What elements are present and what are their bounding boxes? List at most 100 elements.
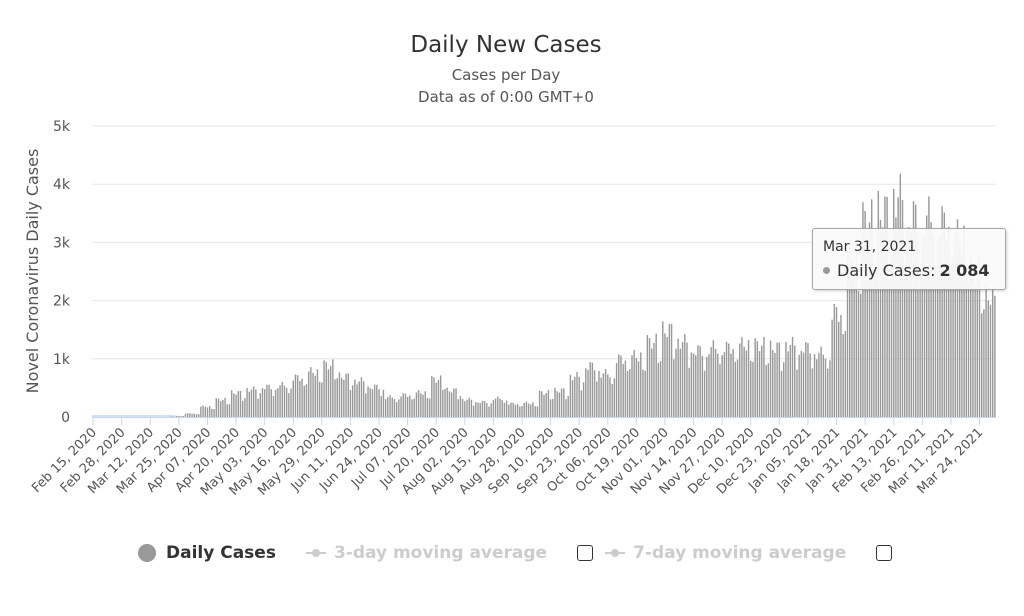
bar[interactable] bbox=[818, 352, 820, 417]
bar[interactable] bbox=[893, 188, 895, 417]
bar[interactable] bbox=[888, 280, 891, 417]
bar[interactable] bbox=[367, 386, 369, 417]
bar[interactable] bbox=[600, 377, 602, 417]
bar[interactable] bbox=[774, 352, 776, 417]
bar[interactable] bbox=[961, 252, 963, 417]
bar[interactable] bbox=[842, 334, 844, 417]
bar[interactable] bbox=[969, 258, 972, 417]
bar[interactable] bbox=[481, 400, 484, 417]
bar[interactable] bbox=[486, 403, 488, 417]
bar[interactable] bbox=[389, 395, 391, 417]
bar[interactable] bbox=[730, 353, 732, 417]
bar[interactable] bbox=[728, 343, 730, 417]
bar[interactable] bbox=[461, 398, 464, 417]
bar[interactable] bbox=[620, 355, 622, 417]
bar[interactable] bbox=[332, 359, 334, 417]
legend-item-7-day-average[interactable]: 7-day moving average bbox=[605, 543, 846, 563]
bar[interactable] bbox=[204, 406, 206, 417]
bar[interactable] bbox=[193, 413, 195, 417]
bar[interactable] bbox=[439, 375, 442, 417]
bar[interactable] bbox=[692, 353, 695, 417]
bar[interactable] bbox=[404, 393, 407, 417]
bar[interactable] bbox=[424, 391, 426, 417]
bar[interactable] bbox=[178, 415, 180, 417]
bar[interactable] bbox=[340, 377, 343, 417]
bar[interactable] bbox=[446, 387, 448, 417]
bar[interactable] bbox=[644, 370, 646, 417]
bar[interactable] bbox=[488, 406, 490, 417]
bar[interactable] bbox=[563, 388, 565, 417]
bar[interactable] bbox=[442, 389, 444, 417]
bar[interactable] bbox=[789, 344, 792, 417]
bar[interactable] bbox=[195, 414, 198, 417]
bar[interactable] bbox=[717, 353, 719, 417]
bar[interactable] bbox=[846, 252, 849, 417]
bar[interactable] bbox=[862, 202, 864, 417]
bar[interactable] bbox=[219, 401, 222, 417]
bar[interactable] bbox=[811, 368, 814, 417]
bar[interactable] bbox=[688, 367, 690, 417]
bar[interactable] bbox=[952, 257, 954, 417]
bar[interactable] bbox=[512, 402, 514, 417]
bar[interactable] bbox=[710, 347, 712, 417]
bar[interactable] bbox=[420, 393, 422, 417]
bar[interactable] bbox=[580, 390, 583, 417]
bar[interactable] bbox=[184, 413, 187, 417]
bar[interactable] bbox=[864, 210, 866, 417]
bar[interactable] bbox=[266, 384, 268, 417]
bar[interactable] bbox=[840, 314, 842, 417]
bar[interactable] bbox=[833, 303, 836, 417]
bar[interactable] bbox=[917, 234, 919, 417]
bar[interactable] bbox=[754, 338, 756, 417]
bar[interactable] bbox=[662, 321, 664, 417]
bar[interactable] bbox=[745, 350, 748, 417]
bar[interactable] bbox=[776, 342, 778, 417]
bar[interactable] bbox=[413, 398, 415, 417]
bar[interactable] bbox=[796, 369, 798, 417]
bar[interactable] bbox=[277, 388, 279, 417]
bar[interactable] bbox=[197, 414, 200, 417]
bar[interactable] bbox=[866, 238, 869, 417]
bar[interactable] bbox=[261, 388, 264, 417]
bar[interactable] bbox=[928, 196, 930, 417]
bar[interactable] bbox=[602, 373, 605, 417]
bar[interactable] bbox=[296, 375, 299, 417]
bar[interactable] bbox=[356, 384, 358, 417]
bar[interactable] bbox=[263, 389, 266, 417]
bar[interactable] bbox=[987, 300, 990, 417]
bar[interactable] bbox=[829, 360, 831, 417]
bar[interactable] bbox=[508, 404, 510, 417]
bar[interactable] bbox=[175, 415, 178, 417]
bar[interactable] bbox=[310, 367, 312, 417]
bar[interactable] bbox=[549, 399, 552, 417]
bar[interactable] bbox=[543, 394, 545, 417]
bar[interactable] bbox=[785, 341, 787, 417]
bar[interactable] bbox=[224, 397, 226, 417]
bar[interactable] bbox=[591, 362, 594, 417]
bar[interactable] bbox=[402, 393, 404, 417]
bar[interactable] bbox=[510, 402, 512, 417]
bar[interactable] bbox=[653, 342, 655, 417]
bar[interactable] bbox=[798, 354, 800, 417]
bar[interactable] bbox=[648, 338, 651, 417]
bar[interactable] bbox=[767, 363, 770, 417]
bar[interactable] bbox=[541, 391, 543, 417]
bar[interactable] bbox=[820, 346, 822, 417]
bar[interactable] bbox=[222, 400, 224, 417]
bar[interactable] bbox=[321, 382, 323, 417]
bar[interactable] bbox=[853, 268, 855, 417]
bar[interactable] bbox=[519, 406, 521, 417]
bar[interactable] bbox=[701, 355, 704, 417]
bar[interactable] bbox=[725, 341, 728, 417]
bar[interactable] bbox=[908, 227, 910, 417]
bar[interactable] bbox=[516, 404, 519, 417]
bar[interactable] bbox=[325, 362, 327, 417]
bar[interactable] bbox=[272, 396, 275, 417]
bar[interactable] bbox=[769, 340, 772, 417]
bar[interactable] bbox=[314, 375, 316, 417]
bar[interactable] bbox=[756, 341, 759, 417]
bar[interactable] bbox=[763, 336, 765, 417]
bar[interactable] bbox=[747, 340, 750, 417]
bar[interactable] bbox=[637, 361, 640, 417]
bar[interactable] bbox=[743, 346, 745, 417]
